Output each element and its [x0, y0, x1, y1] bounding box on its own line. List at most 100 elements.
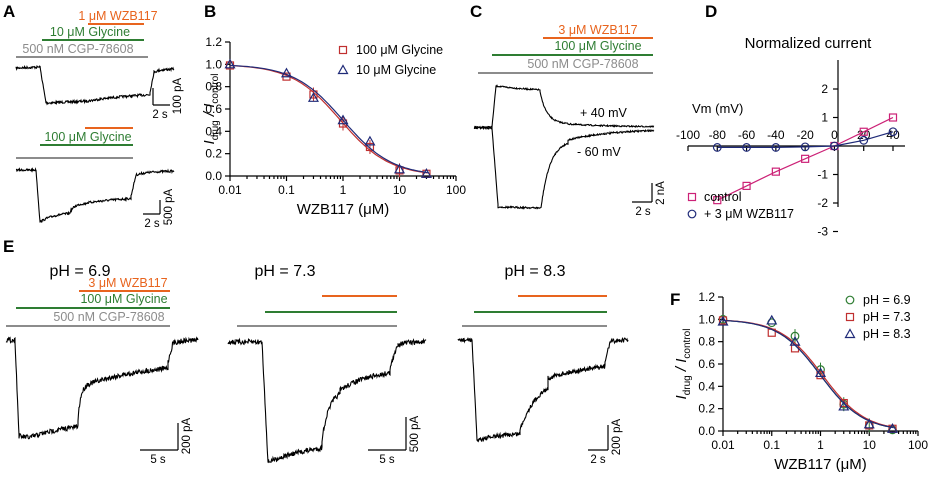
y-tick-label: 1.0 [205, 57, 222, 71]
legend-label: pH = 6.9 [863, 293, 911, 307]
legend-label: pH = 7.3 [863, 310, 911, 324]
d-data-point [888, 113, 898, 122]
d-data-point [742, 143, 751, 152]
a-scale-x-bottom: 2 s [144, 218, 160, 230]
legend-label: 10 μM Glycine [356, 63, 436, 77]
a-wzb-label: 1 μM WZB117 [78, 9, 157, 23]
legend-marker [845, 312, 855, 322]
chart-f: 0.01 0.1 1 10 100 0.0 0.2 0.4 0.6 0.8 1.0 1.2 WZB117… [673, 290, 928, 473]
x-tick-label: 1 [340, 183, 347, 197]
d-data-point [771, 143, 781, 152]
d-data-point [859, 127, 868, 136]
c-voltage-pos: + 40 mV [580, 106, 628, 120]
d-x-tick-label: -40 [767, 128, 785, 142]
chart-d: Normalized current-100 -80 -60 -40 -20 0 20 40-… [676, 35, 905, 239]
panel-label-a: A [3, 2, 15, 21]
x-tick-label: 10 [393, 183, 407, 197]
d-legend-marker [687, 209, 697, 219]
fit-curve [722, 319, 894, 429]
c-scale-x: 2 s [635, 206, 651, 218]
x-tick-label: 0.1 [763, 438, 780, 452]
panel-label-b: B [204, 2, 216, 21]
y-tick-label: 1.2 [205, 35, 222, 49]
d-legend-marker [687, 192, 697, 202]
y-tick-label: 0.8 [205, 80, 222, 94]
d-x-tick-label: -80 [709, 128, 727, 142]
e-glycine-label: 100 μM Glycine [80, 292, 167, 306]
x-tick-label: 0.1 [278, 183, 295, 197]
y-tick-label: 1.2 [698, 290, 715, 304]
e-ph-7-3: pH = 7.3 [255, 263, 316, 280]
legend-marker [845, 295, 855, 305]
d-legend-label: + 3 μM WZB117 [704, 207, 794, 221]
data-point [717, 315, 729, 326]
a-scalebar-bottom [143, 200, 161, 215]
e1-scalebar [140, 423, 179, 451]
data-point [766, 314, 778, 325]
y-tick-label: 0.2 [698, 402, 715, 416]
d-data-point [771, 167, 780, 176]
data-point [309, 90, 318, 99]
y-tick-label: 0.6 [205, 102, 222, 116]
panel-label-d: D [705, 2, 717, 21]
chart-b: 0.01 0.1 1 10 100 0.0 0.2 0.4 0.6 0.8 1.0 1.2 WZB117… [201, 35, 466, 218]
d-data-point [859, 135, 869, 145]
d-data-point [742, 181, 751, 190]
panel-label-f: F [670, 290, 680, 309]
d-y-tick-label: -3 [817, 225, 828, 239]
e-trace-ph-8-3 [457, 337, 629, 443]
e2-scale-y: 500 pA [409, 415, 421, 452]
y-tick-label: 0.6 [698, 357, 715, 371]
e3-scalebar [588, 425, 609, 451]
data-point [364, 135, 376, 146]
e-cgp-label: 500 nM CGP-78608 [53, 310, 164, 324]
d-x-tick-label: -100 [676, 128, 700, 142]
y-tick-label: 0.2 [205, 147, 222, 161]
y-tick-label: 0.8 [698, 335, 715, 349]
data-point [886, 423, 899, 433]
d-y-tick-label: -1 [817, 168, 828, 182]
c-scale-y: 2 nA [655, 181, 667, 205]
panel-label-c: C [470, 2, 482, 21]
a2-glycine-label: 100 μM Glycine [44, 130, 131, 144]
c-glycine-label: 100 μM Glycine [554, 39, 641, 53]
y-tick-label: 0.0 [205, 169, 222, 183]
y-tick-label: 1.0 [698, 312, 715, 326]
c-scalebar [632, 183, 653, 203]
data-point [420, 168, 432, 178]
x-tick-label: 0.01 [218, 183, 242, 197]
x-tick-label: 10 [863, 438, 877, 452]
d-data-point [713, 196, 722, 205]
data-point [838, 400, 850, 411]
data-point [863, 418, 875, 429]
d-series-line [717, 131, 894, 148]
e1-scale-y: 200 pA [181, 417, 193, 454]
d-y-tick-label: -2 [817, 196, 828, 210]
d-y-tick-label: 1 [821, 111, 828, 125]
e2-scale-x: 5 s [379, 454, 395, 466]
data-point [280, 67, 293, 78]
legend-label: 100 μM Glycine [356, 43, 443, 57]
d-x-tick-label: -20 [796, 128, 814, 142]
c-cgp-label: 500 nM CGP-78608 [527, 57, 638, 71]
data-point [365, 142, 375, 152]
a-scalebar-top [152, 88, 170, 106]
a-cgp-label: 500 nM CGP-78608 [22, 42, 133, 56]
legend-marker [337, 64, 349, 75]
e-wzb-label: 3 μM WZB117 [88, 276, 167, 290]
d-title: Normalized current [745, 35, 873, 52]
d-series-line [717, 116, 894, 201]
c-voltage-neg: - 60 mV [577, 145, 621, 159]
x-tick-label: 0.01 [711, 438, 735, 452]
data-point [814, 367, 827, 378]
a-scale-x-top: 2 s [152, 109, 168, 121]
e3-scale-y: 200 pA [611, 418, 623, 455]
a-current-trace-top [15, 64, 175, 106]
e-ph-8-3: pH = 8.3 [505, 263, 566, 280]
e1-scale-x: 5 s [150, 454, 166, 466]
fit-curve [229, 64, 428, 174]
d-y-tick-label: 2 [821, 82, 828, 96]
a-scale-y-top: 100 pA [172, 77, 184, 114]
d-data-point [888, 127, 898, 137]
